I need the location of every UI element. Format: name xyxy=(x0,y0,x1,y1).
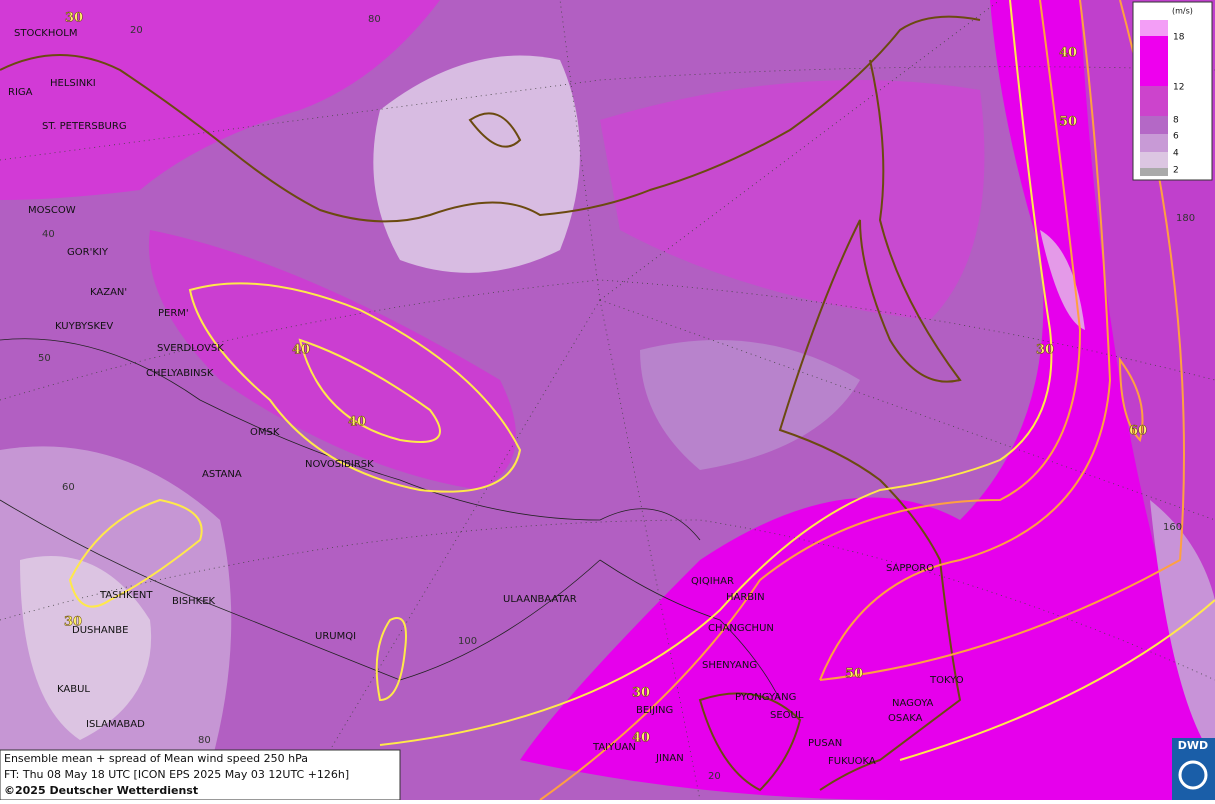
city-label: FUKUOKA xyxy=(828,756,876,767)
city-label: PUSAN xyxy=(808,738,842,749)
footer-line: Ensemble mean + spread of Mean wind spee… xyxy=(4,752,308,765)
graticule-label: 100 xyxy=(458,636,477,647)
contour-label: 30 xyxy=(1036,343,1054,358)
contour-label: 40 xyxy=(1059,46,1077,61)
city-label: ST. PETERSBURG xyxy=(42,121,127,132)
city-label: STOCKHOLM xyxy=(14,28,77,39)
city-label: TAIYUAN xyxy=(592,742,636,753)
graticule-label: 50 xyxy=(38,353,51,364)
city-label: RIGA xyxy=(8,87,33,98)
city-label: NAGOYA xyxy=(892,698,934,709)
city-label: DUSHANBE xyxy=(72,625,128,636)
graticule-label: 80 xyxy=(198,735,211,746)
borders xyxy=(0,338,781,701)
city-label: GOR'KIY xyxy=(67,247,109,258)
legend-tick-label: 2 xyxy=(1173,166,1179,176)
city-label: URUMQI xyxy=(315,631,356,642)
city-label: BISHKEK xyxy=(172,596,216,607)
city-label: KABUL xyxy=(57,684,90,695)
contour-label: 30 xyxy=(632,686,650,701)
city-label: JINAN xyxy=(655,753,684,764)
city-label: KAZAN' xyxy=(90,287,127,298)
legend-tick-label: 6 xyxy=(1173,132,1179,142)
graticule-label: 80 xyxy=(368,14,381,25)
city-label: TOKYO xyxy=(929,675,964,686)
contour-label: 50 xyxy=(845,667,863,682)
coastlines xyxy=(0,15,981,792)
city-label: TASHKENT xyxy=(99,590,153,601)
contour-label: 40 xyxy=(632,731,650,746)
city-label: NOVOSIBIRSK xyxy=(305,459,374,470)
city-label: OMSK xyxy=(250,427,280,438)
contour-label: 60 xyxy=(1129,424,1147,439)
footer-line: ©2025 Deutscher Wetterdienst xyxy=(4,784,198,797)
legend xyxy=(1132,1,1213,181)
logo-box xyxy=(1172,738,1215,800)
legend-tick-label: 4 xyxy=(1173,149,1179,159)
city-label: CHELYABINSK xyxy=(146,368,214,379)
city-label: PERM' xyxy=(158,308,189,319)
contour-label: 30 xyxy=(65,11,83,26)
city-label: SHENYANG xyxy=(702,660,757,671)
contour-label: 40 xyxy=(292,343,310,358)
logo-swirl xyxy=(1178,760,1208,790)
contour-label: 50 xyxy=(1059,115,1077,130)
footer-box xyxy=(0,749,401,801)
city-label: ASTANA xyxy=(202,469,242,480)
city-label: QIQIHAR xyxy=(691,576,734,587)
city-label: CHANGCHUN xyxy=(708,623,774,634)
city-label: SEOUL xyxy=(770,710,804,721)
city-label: MOSCOW xyxy=(28,205,76,216)
graticule-label: 180 xyxy=(1176,213,1195,224)
legend-tick-label: 8 xyxy=(1173,116,1179,126)
footer-line: FT: Thu 08 May 18 UTC [ICON EPS 2025 May… xyxy=(4,768,349,781)
city-label: KUYBYSKEV xyxy=(55,321,113,332)
city-label: PYONGYANG xyxy=(735,692,796,703)
city-label: ULAANBAATAR xyxy=(503,594,577,605)
contour-label: 40 xyxy=(348,415,366,430)
city-label: HARBIN xyxy=(726,592,765,603)
legend-tick-label: 18 xyxy=(1173,33,1185,43)
city-label: HELSINKI xyxy=(50,78,96,89)
city-label: SAPPORO xyxy=(886,563,934,574)
graticule-label: 160 xyxy=(1163,522,1182,533)
graticule-label: 20 xyxy=(130,25,143,36)
city-label: OSAKA xyxy=(888,713,923,724)
city-label: BEIJING xyxy=(636,705,673,716)
contour-label: 30 xyxy=(64,615,82,630)
graticule-label: 20 xyxy=(708,771,721,782)
city-label: SVERDLOVSK xyxy=(157,343,224,354)
logo: DWD xyxy=(1178,739,1208,752)
legend-unit: (m/s) xyxy=(1172,7,1193,16)
graticule-label: 60 xyxy=(62,482,75,493)
graticule-label: 40 xyxy=(42,229,55,240)
legend-tick-label: 12 xyxy=(1173,83,1184,93)
city-label: ISLAMABAD xyxy=(86,719,145,730)
